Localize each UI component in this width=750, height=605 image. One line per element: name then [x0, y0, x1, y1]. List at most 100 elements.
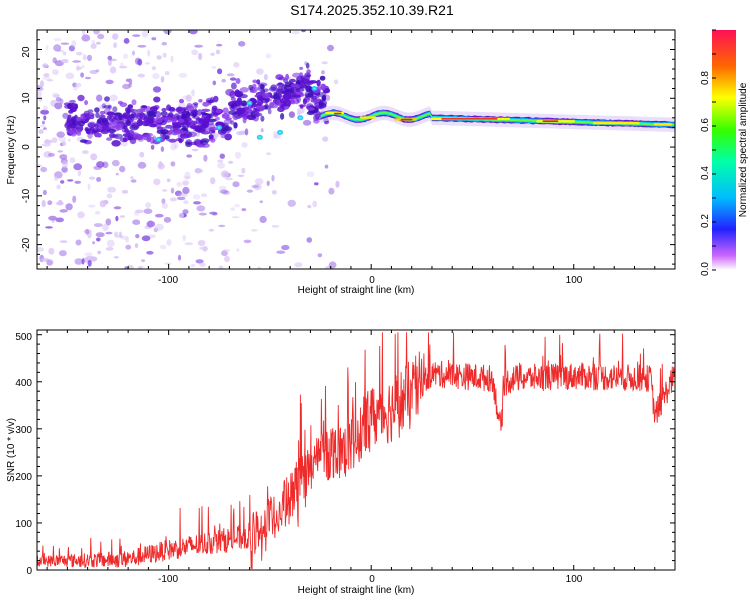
- spectrogram-blob: [82, 150, 89, 155]
- spectrogram-blob: [244, 128, 249, 136]
- spectrogram-x-tick-label: 100: [566, 275, 583, 286]
- spectrogram-blob: [251, 184, 260, 189]
- spectrogram-blob: [107, 55, 113, 61]
- spectrogram-blob: [108, 59, 112, 67]
- spectrogram-panel: -100 0 100 -20 -10 0 10 20 Height of str…: [6, 29, 676, 296]
- spectrogram-blob: [68, 102, 78, 111]
- spectrogram-blob: [91, 39, 96, 45]
- spectrogram-y-tick-label: -20: [21, 237, 32, 252]
- spectrogram-blob: [46, 259, 54, 266]
- spectrogram-blob: [84, 126, 89, 132]
- spectrogram-blob: [159, 244, 167, 250]
- spectrogram-blob: [230, 77, 237, 81]
- spectrogram-blob: [47, 153, 55, 157]
- spectrogram-blob: [201, 193, 208, 197]
- spectrogram-blob: [230, 207, 236, 211]
- spectrogram-blob: [306, 171, 315, 177]
- spectrogram-blob: [256, 68, 264, 75]
- spectrogram-blob: [233, 122, 238, 129]
- spectrogram-blob: [299, 104, 304, 109]
- spectrogram-blob: [121, 189, 129, 194]
- spectrogram-blob: [226, 73, 235, 77]
- spectrogram-blob: [132, 34, 141, 37]
- spectrogram-blob: [96, 133, 102, 138]
- spectrogram-blob: [178, 118, 185, 123]
- spectrogram-blob: [267, 108, 272, 115]
- spectrogram-blob: [76, 66, 82, 70]
- spectrogram-blob: [260, 84, 265, 90]
- spectrogram-blob: [76, 116, 81, 121]
- spectrogram-blob: [107, 186, 116, 193]
- spectrogram-blob: [72, 119, 77, 126]
- spectrogram-blob: [276, 250, 286, 254]
- spectrogram-blob: [253, 183, 262, 191]
- spectrogram-y-tick-label: -10: [21, 188, 32, 203]
- spectrogram-blob: [137, 134, 144, 141]
- colorbar-label: Normalized spectral amplitude: [738, 82, 749, 217]
- spectrogram-blob: [119, 165, 126, 173]
- spectrogram-blob: [264, 103, 269, 110]
- spectrogram-blob: [252, 79, 258, 84]
- spectrogram-blob: [321, 70, 325, 75]
- spectrogram-blob: [197, 125, 206, 133]
- spectrogram-y-tick-label: 0: [21, 144, 32, 150]
- spectrogram-blob: [289, 78, 296, 83]
- spectrogram-blob: [291, 30, 300, 35]
- spectrogram-blob: [170, 143, 177, 151]
- spectrogram-y-tick-label: 20: [21, 46, 32, 58]
- colorbar-tick-label: 0.0: [700, 262, 711, 276]
- spectrogram-blob: [208, 123, 216, 130]
- spectrogram-blob: [123, 38, 130, 44]
- snr-series-line: [37, 332, 675, 570]
- spectrogram-blob: [141, 259, 146, 263]
- spectrogram-blob: [222, 107, 229, 114]
- spectrogram-blob: [37, 90, 42, 98]
- spectrogram-blob: [127, 264, 134, 269]
- spectrogram-blob: [134, 209, 144, 214]
- spectrogram-blob: [310, 99, 320, 103]
- spectrogram-blob: [196, 169, 204, 173]
- spectrogram-blob: [156, 55, 162, 60]
- spectrogram-blob: [67, 179, 74, 182]
- spectrogram-blob: [111, 159, 120, 167]
- spectrogram-blob: [221, 170, 229, 178]
- spectrogram-blob: [116, 235, 124, 238]
- spectrogram-blob: [141, 120, 150, 127]
- spectrogram-blob: [59, 154, 68, 160]
- spectrogram-blob: [72, 82, 77, 88]
- spectrogram-blob: [136, 108, 146, 113]
- spectrogram-blob: [169, 197, 177, 202]
- spectrogram-blob: [156, 129, 165, 135]
- snr-frame: [36, 329, 676, 571]
- spectrogram-blob: [43, 115, 47, 121]
- spectrogram-blob: [129, 113, 135, 119]
- spectrogram-blob: [37, 247, 44, 252]
- spectrogram-blob: [152, 86, 162, 93]
- spectrogram-blob: [212, 80, 217, 86]
- colorbar: 0.0 0.2 0.4 0.6 0.8 Normalized spectral …: [700, 29, 749, 276]
- spectrogram-blob: [75, 82, 82, 88]
- spectrogram-blob: [109, 66, 117, 74]
- spectrogram-blob: [250, 105, 256, 109]
- spectrogram-blob: [105, 218, 112, 226]
- snr-x-axis-label: Height of straight line (km): [298, 585, 415, 596]
- snr-x-tick-label: 0: [369, 574, 375, 585]
- spectrogram-blob: [223, 248, 231, 252]
- spectrogram-blob: [233, 62, 240, 68]
- spectrogram-blob: [94, 123, 99, 129]
- spectrogram-blob: [185, 94, 192, 102]
- spectrogram-blob: [81, 30, 86, 36]
- spectrogram-blob: [166, 239, 172, 246]
- spectrogram-blob: [52, 57, 57, 64]
- spectrogram-blob: [211, 65, 217, 69]
- spectrogram-blob: [176, 182, 182, 187]
- spectrogram-blob: [123, 53, 129, 60]
- spectrogram-blob: [191, 148, 199, 152]
- spectrogram-blob: [178, 212, 184, 219]
- spectrogram-blob: [108, 122, 117, 129]
- spectrogram-blob: [170, 187, 175, 194]
- spectrogram-blob: [92, 241, 96, 245]
- spectrogram-blob: [314, 182, 319, 186]
- spectrogram-blob: [56, 131, 65, 138]
- spectrogram-blob: [208, 228, 215, 232]
